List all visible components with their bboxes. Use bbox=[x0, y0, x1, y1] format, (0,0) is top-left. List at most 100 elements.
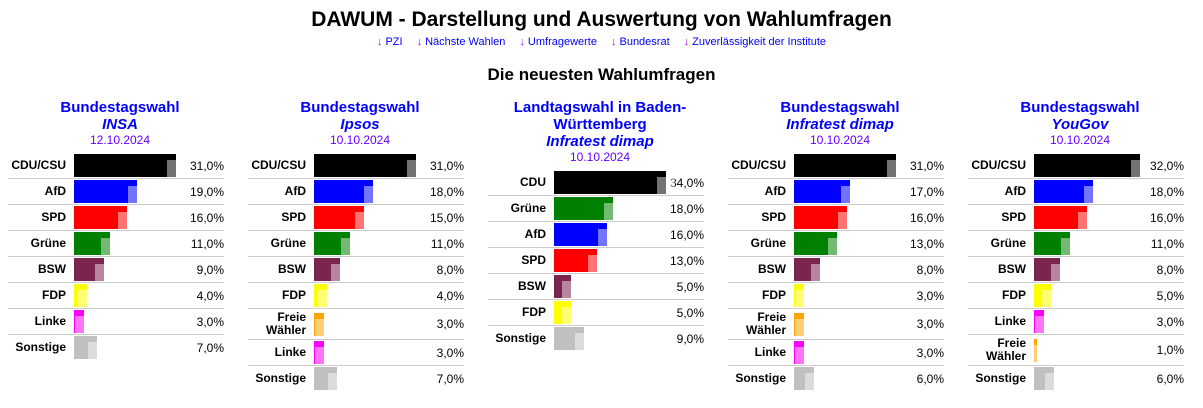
result-value: 16,0% bbox=[1149, 210, 1184, 225]
result-value: 3,0% bbox=[916, 288, 944, 303]
bar-cell bbox=[1030, 153, 1149, 178]
result-value: 18,0% bbox=[429, 184, 464, 199]
result-value: 1,0% bbox=[1156, 343, 1184, 357]
bar-cell bbox=[70, 231, 175, 256]
election-link[interactable]: Landtagswahl in Baden-Württemberg bbox=[513, 99, 687, 133]
nav-link[interactable]: ↓ Zuverlässigkeit der Institute bbox=[684, 36, 826, 48]
previous-result-marker bbox=[1041, 290, 1060, 307]
result-value: 6,0% bbox=[1156, 371, 1184, 386]
bar-cell bbox=[1030, 309, 1135, 334]
result-bar bbox=[74, 180, 137, 203]
poll-header: Bundestagswahl Ipsos 10.10.2024 bbox=[240, 99, 480, 147]
party-label: SPD bbox=[521, 253, 546, 267]
election-link[interactable]: Bundestagswahl bbox=[300, 99, 420, 116]
previous-result-marker bbox=[328, 373, 347, 390]
nav-link[interactable]: ↓ Umfragewerte bbox=[519, 36, 597, 48]
result-bar bbox=[794, 284, 804, 307]
previous-result-marker bbox=[561, 307, 580, 324]
previous-result-marker bbox=[1051, 264, 1070, 281]
institute-link[interactable]: Ipsos bbox=[340, 116, 380, 133]
bar-cell bbox=[1030, 338, 1135, 363]
poll-card: Bundestagswahl Ipsos 10.10.2024 CDU/CSU … bbox=[248, 99, 490, 391]
result-value: 11,0% bbox=[1150, 236, 1184, 251]
party-label: CDU bbox=[520, 175, 546, 189]
bar-cell bbox=[790, 366, 895, 391]
table-row: Sonstige 7,0% bbox=[248, 366, 464, 391]
result-bar bbox=[794, 341, 804, 364]
election-link[interactable]: Bundestagswahl bbox=[60, 99, 180, 116]
result-value: 3,0% bbox=[196, 314, 224, 329]
result-bar bbox=[1034, 206, 1087, 229]
previous-result-marker bbox=[1130, 160, 1149, 177]
table-row: SPD 13,0% bbox=[488, 248, 704, 274]
result-value: 15,0% bbox=[429, 210, 464, 225]
party-label: Grüne bbox=[30, 236, 66, 250]
result-bar bbox=[1034, 180, 1094, 203]
result-value: 16,0% bbox=[669, 227, 704, 242]
previous-result-marker bbox=[837, 212, 856, 229]
result-bar bbox=[554, 301, 571, 324]
election-link[interactable]: Bundestagswahl bbox=[780, 99, 900, 116]
result-value: 18,0% bbox=[1149, 184, 1184, 199]
election-link[interactable]: Bundestagswahl bbox=[1020, 99, 1140, 116]
table-row: Linke 3,0% bbox=[248, 340, 464, 366]
bar-cell bbox=[1030, 231, 1135, 256]
previous-result-marker bbox=[587, 255, 606, 272]
result-value: 9,0% bbox=[676, 331, 704, 346]
previous-result-marker bbox=[117, 212, 136, 229]
result-value: 4,0% bbox=[436, 288, 464, 303]
party-label: SPD bbox=[1001, 210, 1026, 224]
results-table: CDU/CSU 31,0% AfD 18,0% SPD 15,0% Grüne bbox=[248, 153, 464, 391]
bar-cell bbox=[550, 196, 655, 221]
nav-link[interactable]: ↓ Nächste Wahlen bbox=[417, 36, 506, 48]
table-row: CDU/CSU 31,0% bbox=[248, 153, 464, 179]
results-table: CDU/CSU 31,0% AfD 19,0% SPD 16,0% Grüne bbox=[8, 153, 224, 360]
nav-link[interactable]: ↓ PZI bbox=[377, 36, 403, 48]
table-row: SPD 16,0% bbox=[728, 205, 944, 231]
result-bar bbox=[314, 367, 338, 390]
nav-link-label: Zuverlässigkeit der Institute bbox=[692, 36, 827, 48]
arrow-down-icon: ↓ bbox=[519, 36, 525, 48]
previous-result-marker bbox=[804, 373, 823, 390]
result-bar bbox=[314, 180, 374, 203]
bar-cell bbox=[70, 179, 175, 204]
bar-cell bbox=[790, 153, 906, 178]
bar-cell bbox=[310, 205, 415, 230]
result-value: 3,0% bbox=[916, 345, 944, 360]
poll-header: Bundestagswahl Infratest dimap 10.10.202… bbox=[720, 99, 960, 147]
result-value: 3,0% bbox=[1156, 314, 1184, 329]
party-label: Freie Wähler bbox=[745, 310, 786, 337]
institute-link[interactable]: YouGov bbox=[1051, 116, 1109, 133]
institute-link[interactable]: Infratest dimap bbox=[786, 116, 894, 133]
party-label: Sonstige bbox=[495, 331, 546, 345]
table-row: Sonstige 7,0% bbox=[8, 335, 224, 360]
bar-cell bbox=[550, 274, 655, 299]
result-bar bbox=[314, 312, 324, 336]
table-row: Sonstige 9,0% bbox=[488, 326, 704, 351]
arrow-down-icon: ↓ bbox=[376, 36, 383, 48]
previous-result-marker bbox=[887, 160, 906, 177]
table-row: Linke 3,0% bbox=[8, 309, 224, 335]
previous-result-marker bbox=[318, 290, 337, 307]
table-row: AfD 19,0% bbox=[8, 179, 224, 205]
table-row: FDP 4,0% bbox=[248, 283, 464, 309]
table-row: BSW 9,0% bbox=[8, 257, 224, 283]
poll-card: Bundestagswahl Infratest dimap 10.10.202… bbox=[728, 99, 970, 391]
result-value: 7,0% bbox=[436, 371, 464, 386]
bar-cell bbox=[1030, 205, 1135, 230]
bar-cell bbox=[550, 326, 655, 351]
previous-result-marker bbox=[1061, 238, 1080, 255]
poll-card: Bundestagswahl YouGov 10.10.2024 CDU/CSU… bbox=[968, 99, 1203, 391]
previous-result-marker bbox=[127, 186, 146, 203]
institute-link[interactable]: Infratest dimap bbox=[546, 133, 654, 150]
bar-cell bbox=[790, 231, 895, 256]
party-label: FDP bbox=[762, 288, 786, 302]
nav-link[interactable]: ↓ Bundesrat bbox=[611, 36, 670, 48]
result-value: 4,0% bbox=[196, 288, 224, 303]
result-bar bbox=[794, 258, 821, 281]
previous-result-marker bbox=[574, 333, 593, 350]
party-label: Linke bbox=[274, 345, 306, 359]
bar-cell bbox=[550, 300, 655, 325]
institute-link[interactable]: INSA bbox=[102, 116, 138, 133]
table-row: Grüne 11,0% bbox=[248, 231, 464, 257]
